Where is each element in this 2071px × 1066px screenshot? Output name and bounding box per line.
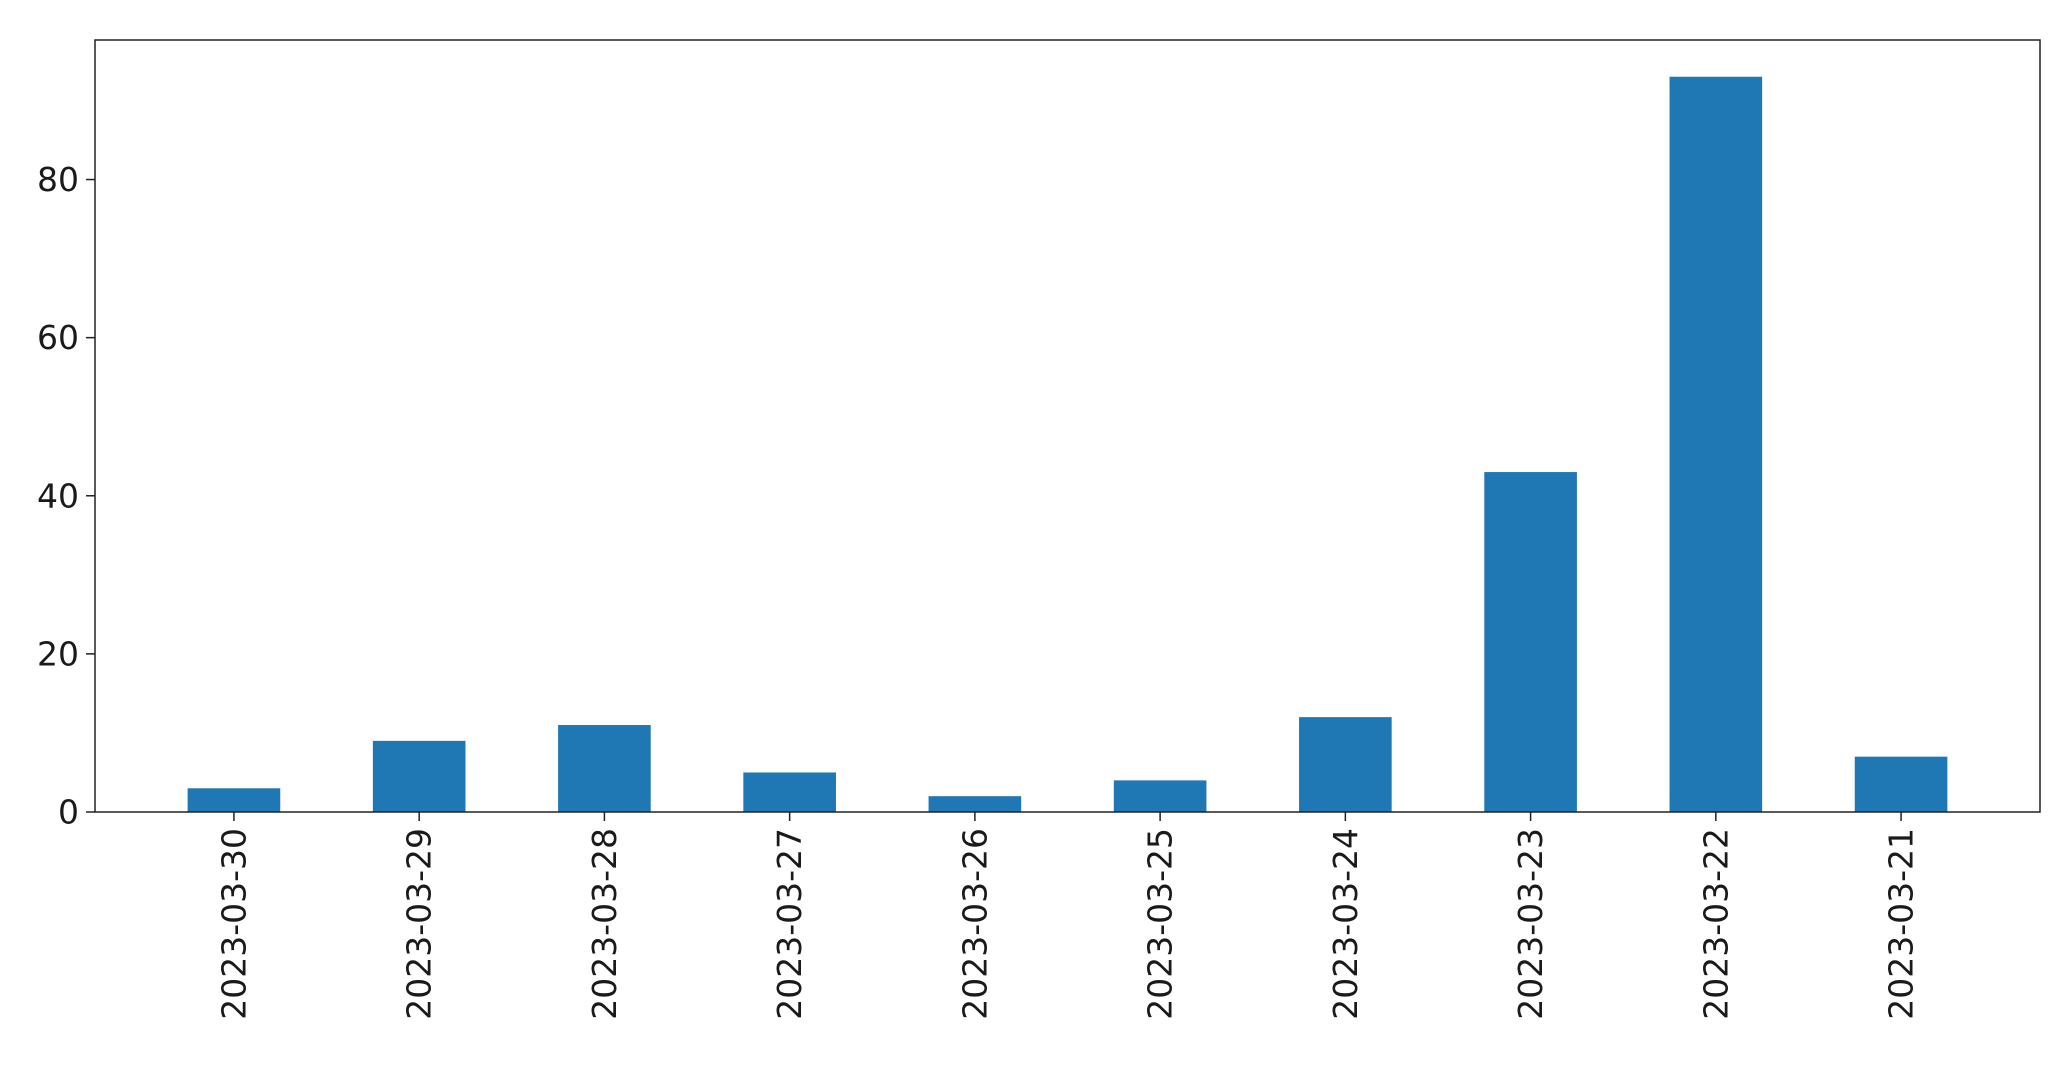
y-tick-label: 0 (58, 793, 79, 832)
y-tick-label: 60 (37, 318, 79, 357)
x-tick-label: 2023-03-26 (955, 828, 994, 1020)
y-tick-label: 80 (37, 160, 79, 199)
bar-2023-03-26 (928, 796, 1022, 812)
x-tick-label: 2023-03-27 (770, 828, 809, 1020)
x-tick-label: 2023-03-25 (1141, 828, 1180, 1020)
plot-frame (94, 39, 2041, 813)
bar-2023-03-29 (372, 740, 466, 812)
bars-group (187, 76, 1948, 812)
y-axis: 0 20 40 60 80 (37, 160, 95, 832)
x-tick-label: 2023-03-21 (1882, 828, 1921, 1020)
x-tick-label: 2023-03-24 (1326, 828, 1365, 1020)
x-tick-label: 2023-03-28 (585, 828, 624, 1020)
y-tick-label: 20 (37, 634, 79, 673)
y-tick-label: 40 (37, 476, 79, 515)
bar-2023-03-27 (743, 772, 836, 812)
bar-2023-03-23 (1484, 472, 1577, 812)
x-tick-label: 2023-03-22 (1696, 828, 1735, 1020)
x-tick-label: 2023-03-29 (400, 828, 439, 1020)
bar-2023-03-30 (187, 788, 281, 812)
bar-2023-03-22 (1669, 76, 1763, 812)
bar-2023-03-24 (1299, 717, 1392, 812)
bar-2023-03-21 (1854, 756, 1948, 812)
bar-2023-03-28 (558, 725, 651, 812)
x-axis: 2023-03-30 2023-03-29 2023-03-28 2023-03-27… (214, 812, 1921, 1020)
x-tick-label: 2023-03-30 (214, 828, 253, 1020)
bar-2023-03-25 (1113, 780, 1207, 812)
x-tick-label: 2023-03-23 (1511, 828, 1550, 1020)
